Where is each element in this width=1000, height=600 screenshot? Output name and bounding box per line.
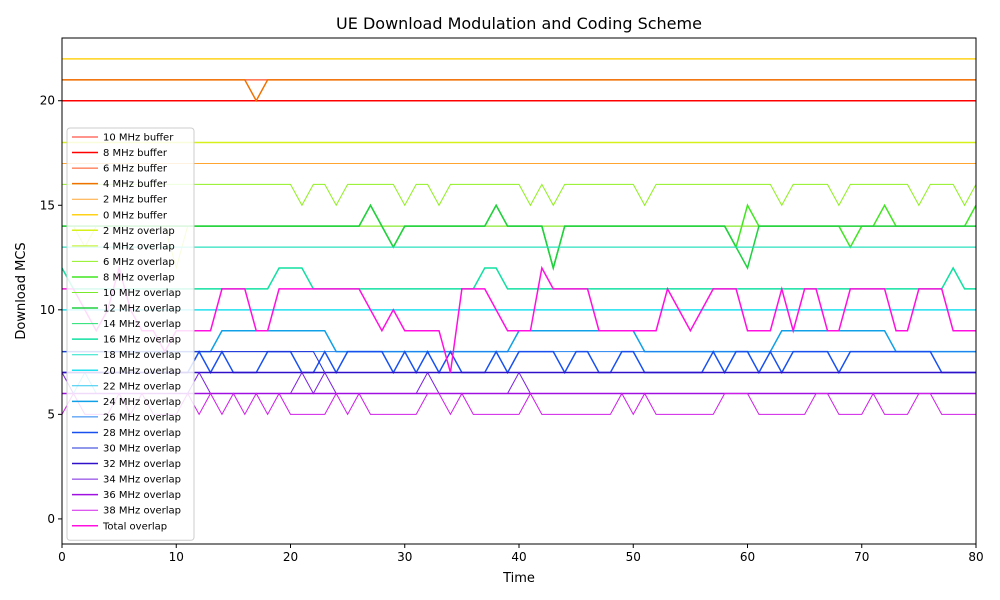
legend-entry: 6 MHz buffer — [103, 164, 168, 175]
legend-entry: 10 MHz buffer — [103, 133, 174, 144]
legend-entry: 18 MHz overlap — [103, 350, 181, 361]
x-tick-label: 30 — [397, 550, 412, 564]
series-line-17 — [62, 329, 976, 353]
series-line-11 — [62, 203, 976, 271]
series-line-22 — [62, 371, 976, 395]
series-line-13 — [62, 266, 976, 290]
legend-entry: 10 MHz overlap — [103, 288, 181, 299]
legend-entry: 32 MHz overlap — [103, 459, 181, 470]
legend-entry: 26 MHz overlap — [103, 412, 181, 423]
y-tick-label: 20 — [40, 94, 55, 108]
legend-entry: 8 MHz buffer — [103, 148, 168, 159]
plot-lines — [62, 58, 976, 416]
legend-entry: 34 MHz overlap — [103, 475, 181, 486]
y-tick-label: 15 — [40, 198, 55, 212]
x-tick-label: 70 — [854, 550, 869, 564]
legend-entry: Total overlap — [102, 521, 167, 532]
legend-entry: 16 MHz overlap — [103, 335, 181, 346]
legend-entry: 20 MHz overlap — [103, 366, 181, 377]
y-tick-label: 10 — [40, 303, 55, 317]
chart-title: UE Download Modulation and Coding Scheme — [336, 14, 702, 33]
series-line-19 — [62, 350, 976, 375]
legend-entry: 38 MHz overlap — [103, 506, 181, 517]
y-axis: 0 5 10 15 20 — [40, 94, 62, 526]
legend-entry: 2 MHz overlap — [103, 226, 175, 237]
legend-box — [66, 127, 195, 541]
x-tick-label: 0 — [58, 550, 66, 564]
x-tick-label: 20 — [283, 550, 298, 564]
legend-entry: 22 MHz overlap — [103, 381, 181, 392]
legend-entry: 24 MHz overlap — [103, 397, 181, 408]
series-line-3 — [62, 79, 976, 103]
legend-entry: 28 MHz overlap — [103, 428, 181, 439]
y-tick-label: 0 — [47, 512, 55, 526]
x-axis-label: Time — [502, 571, 535, 586]
y-axis-label: Download MCS — [14, 242, 29, 339]
legend: 10 MHz buffer 8 MHz buffer 6 MHz buffer 4 M… — [66, 127, 195, 541]
legend-entry: 0 MHz buffer — [103, 210, 168, 221]
legend-entry: 8 MHz overlap — [103, 272, 175, 283]
y-tick-label: 5 — [47, 407, 55, 421]
x-tick-label: 50 — [626, 550, 641, 564]
x-tick-label: 80 — [968, 550, 983, 564]
legend-entry: 14 MHz overlap — [103, 319, 181, 330]
x-tick-label: 40 — [511, 550, 526, 564]
legend-entry: 36 MHz overlap — [103, 490, 181, 501]
x-axis: 0 10 20 30 40 50 60 70 80 — [58, 544, 984, 564]
legend-entry: 4 MHz overlap — [103, 241, 175, 252]
legend-entry: 4 MHz buffer — [103, 179, 168, 190]
legend-entry: 30 MHz overlap — [103, 444, 181, 455]
x-tick-label: 10 — [169, 550, 184, 564]
legend-entry: 12 MHz overlap — [103, 304, 181, 315]
x-tick-label: 60 — [740, 550, 755, 564]
legend-entry: 2 MHz buffer — [103, 195, 168, 206]
series-line-8 — [62, 183, 976, 207]
legend-entry: 6 MHz overlap — [103, 257, 175, 268]
